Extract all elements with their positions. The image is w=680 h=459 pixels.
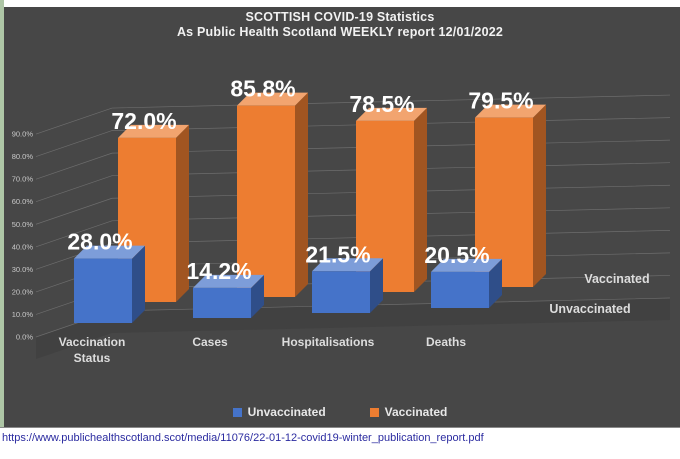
y-axis-tick-label: 70.0% [12,175,34,184]
chart-title: SCOTTISH COVID-19 Statistics As Public H… [0,10,680,40]
legend-label: Vaccinated [384,405,448,419]
data-label: 28.0% [67,229,132,255]
series-unvaccinated [74,245,502,323]
chart-title-line2: As Public Health Scotland WEEKLY report … [176,25,504,39]
chart-panel: SCOTTISH COVID-19 Statistics As Public H… [0,7,680,427]
data-label: 21.5% [305,241,370,267]
category-label: Hospitalisations [282,335,375,349]
y-axis-tick-label: 0.0% [16,333,33,342]
legend-swatch-vaccinated [369,407,379,417]
y-axis-tick-label: 10.0% [12,310,34,319]
y-axis-tick-label: 40.0% [12,242,34,251]
data-label: 79.5% [468,88,533,114]
data-label: 85.8% [230,76,295,102]
chart-legend: Unvaccinated Vaccinated [0,405,680,419]
bar-unvaccinated-0 [74,245,145,323]
y-axis-tick-label: 90.0% [12,130,34,139]
y-axis-tick-labels: 0.0% 10.0% 20.0% 30.0% 40.0% 50.0% 60.0% 70.0% 8… [12,130,34,342]
bar-unvaccinated-3 [431,258,502,308]
bar-unvaccinated-2 [312,258,383,313]
data-labels: 72.0% 85.8% 78.5% 79.5% 28.0% 14.2% 21.5% 20.5% [67,76,533,284]
bar-vaccinated-1 [237,92,308,297]
category-label: Deaths [426,335,466,349]
series-vaccinated [118,92,546,302]
series-axis-label: Vaccinated [584,272,649,286]
gridline [35,94,671,135]
legend-item-unvaccinated: Unvaccinated [232,405,326,419]
y-axis-tick-label: 30.0% [12,265,34,274]
category-labels: Vaccination Status Cases Hospitalisations De… [59,335,467,365]
y-axis-tick-label: 50.0% [12,220,34,229]
bar-vaccinated-3 [475,104,546,287]
chart-title-line1: SCOTTISH COVID-19 Statistics [245,10,435,24]
y-axis-tick-label: 60.0% [12,197,34,206]
legend-label: Unvaccinated [247,405,326,419]
bar-unvaccinated-1 [193,274,264,318]
data-label: 20.5% [424,242,489,268]
data-label: 78.5% [349,91,414,117]
y-axis-tick-label: 80.0% [12,152,34,161]
data-label: 14.2% [186,258,251,284]
series-axis-label: Unvaccinated [549,302,630,316]
legend-item-vaccinated: Vaccinated [369,405,448,419]
category-label: Vaccination [59,335,126,349]
category-label: Status [74,351,111,365]
series-axis-labels: Vaccinated Unvaccinated [549,272,649,316]
y-axis-tick-label: 20.0% [12,287,34,296]
bar-chart-3d: 0.0% 10.0% 20.0% 30.0% 40.0% 50.0% 60.0% 70.0% 8… [12,76,671,365]
legend-swatch-unvaccinated [232,407,242,417]
source-url-bar: https://www.publichealthscotland.scot/me… [0,427,680,459]
left-edge-strip [0,0,4,427]
data-label: 72.0% [111,108,176,134]
category-label: Cases [192,335,228,349]
source-url-link[interactable]: https://www.publichealthscotland.scot/me… [2,432,484,444]
